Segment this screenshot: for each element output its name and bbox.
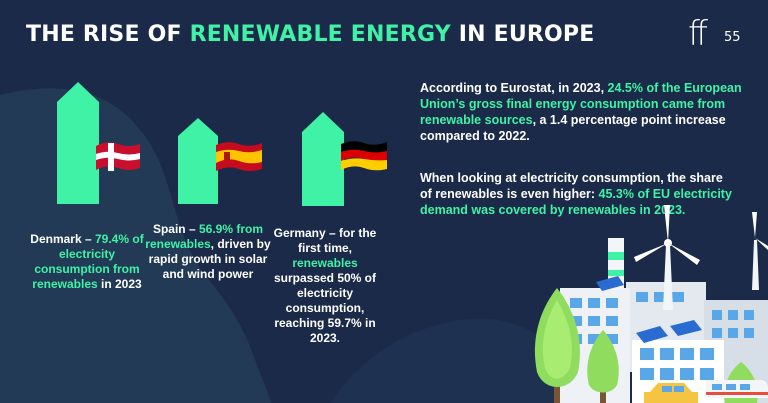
title-part-2: IN EUROPE [450,22,595,47]
spain-flag-icon [216,142,262,171]
info-p1-highlight: 24.5% of the European Union’s gross fina… [420,81,742,127]
trees-icon [534,288,758,403]
denmark-bar [57,82,99,204]
denmark-caption: Denmark – 79.4% of electricity consumpti… [22,232,152,292]
page-title: THE RISE OF RENEWABLE ENERGY IN EUROPE [26,22,594,47]
denmark-caption-suffix: in 2023 [97,277,142,291]
spain-caption-prefix: Spain – [152,222,199,236]
germany-caption: Germany – for the first time, renewables… [270,226,380,346]
brand-logo-number: 55 [724,30,741,45]
info-paragraph-electricity: When looking at electricity consumption,… [420,170,732,218]
info-p2-highlight: 45.3% of EU electricity demand was cover… [420,187,732,217]
info-p2-prefix: When looking at electricity consumption,… [420,171,723,201]
train-icon [706,380,768,398]
germany-flag-icon [341,141,387,171]
title-highlight: RENEWABLE ENERGY [189,22,451,47]
info-paragraph-eurostat: According to Eurostat, in 2023, 24.5% of… [420,80,750,144]
denmark-caption-highlight: 79.4% of electricity consumption from re… [32,232,144,291]
info-p1-suffix: , a 1.4 percentage point increase compar… [420,113,726,143]
wind-turbine-icon [634,205,768,310]
germany-caption-highlight: renewables [292,256,358,270]
germany-bar [302,112,344,206]
spain-caption: Spain – 56.9% from renewables, driven by… [142,222,274,282]
germany-caption-suffix: surpassed 50% of electricity consumption… [273,271,377,345]
denmark-caption-prefix: Denmark – [30,232,95,246]
title-part-1: THE RISE OF [26,22,190,47]
spain-bar [178,118,218,204]
spain-caption-suffix: , driven by rapid growth in solar and wi… [148,237,271,281]
info-p1-prefix: According to Eurostat, in 2023, [420,81,608,95]
brand-logo: ff [688,14,708,54]
denmark-flag-icon [96,142,140,171]
solar-panel-icon [596,276,702,343]
spain-caption-highlight: 56.9% from renewables [145,222,264,251]
car-icon [644,383,698,403]
germany-caption-prefix: Germany – for the first time, [273,226,377,255]
